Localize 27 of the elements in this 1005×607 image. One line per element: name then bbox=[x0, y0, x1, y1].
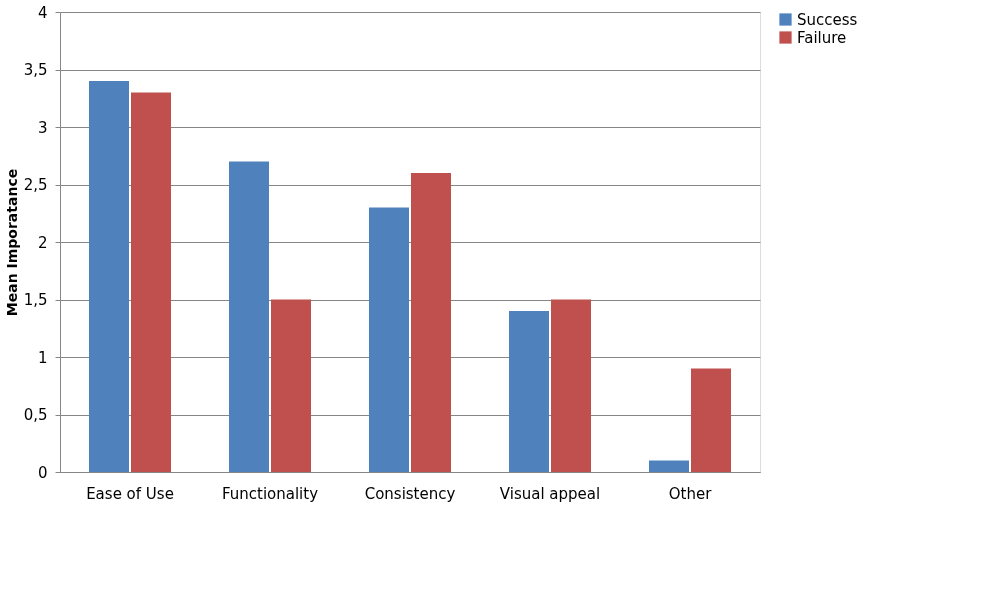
bar bbox=[551, 299, 591, 472]
bar bbox=[509, 311, 549, 472]
x-tick-label: Consistency bbox=[364, 484, 456, 503]
bar bbox=[89, 81, 129, 472]
x-tick-label: Other bbox=[668, 484, 713, 503]
y-tick-label: 2,5 bbox=[23, 176, 48, 194]
bar bbox=[131, 92, 171, 472]
y-tick-label: 0,5 bbox=[23, 406, 48, 424]
x-tick-label: Ease of Use bbox=[86, 484, 174, 503]
y-axis-title: Mean Imporatance bbox=[3, 168, 20, 317]
bar bbox=[411, 173, 451, 472]
bar bbox=[369, 207, 409, 472]
y-tick-label: 2 bbox=[37, 233, 48, 252]
y-tick-label: 0 bbox=[37, 463, 48, 482]
bar bbox=[271, 299, 311, 472]
y-tick-label: 1,5 bbox=[23, 291, 48, 309]
x-tick-label: Functionality bbox=[221, 484, 319, 503]
y-tick-label: 3 bbox=[37, 118, 48, 137]
y-tick-label: 3,5 bbox=[23, 61, 48, 79]
y-tick-label: 4 bbox=[37, 3, 48, 22]
bar bbox=[229, 161, 269, 472]
x-tick-label: Visual appeal bbox=[499, 484, 601, 503]
y-tick-label: 1 bbox=[37, 348, 48, 367]
bar bbox=[649, 460, 689, 472]
legend-label: Failure bbox=[797, 28, 847, 47]
bar bbox=[691, 368, 731, 472]
legend-label: Success bbox=[797, 10, 858, 29]
